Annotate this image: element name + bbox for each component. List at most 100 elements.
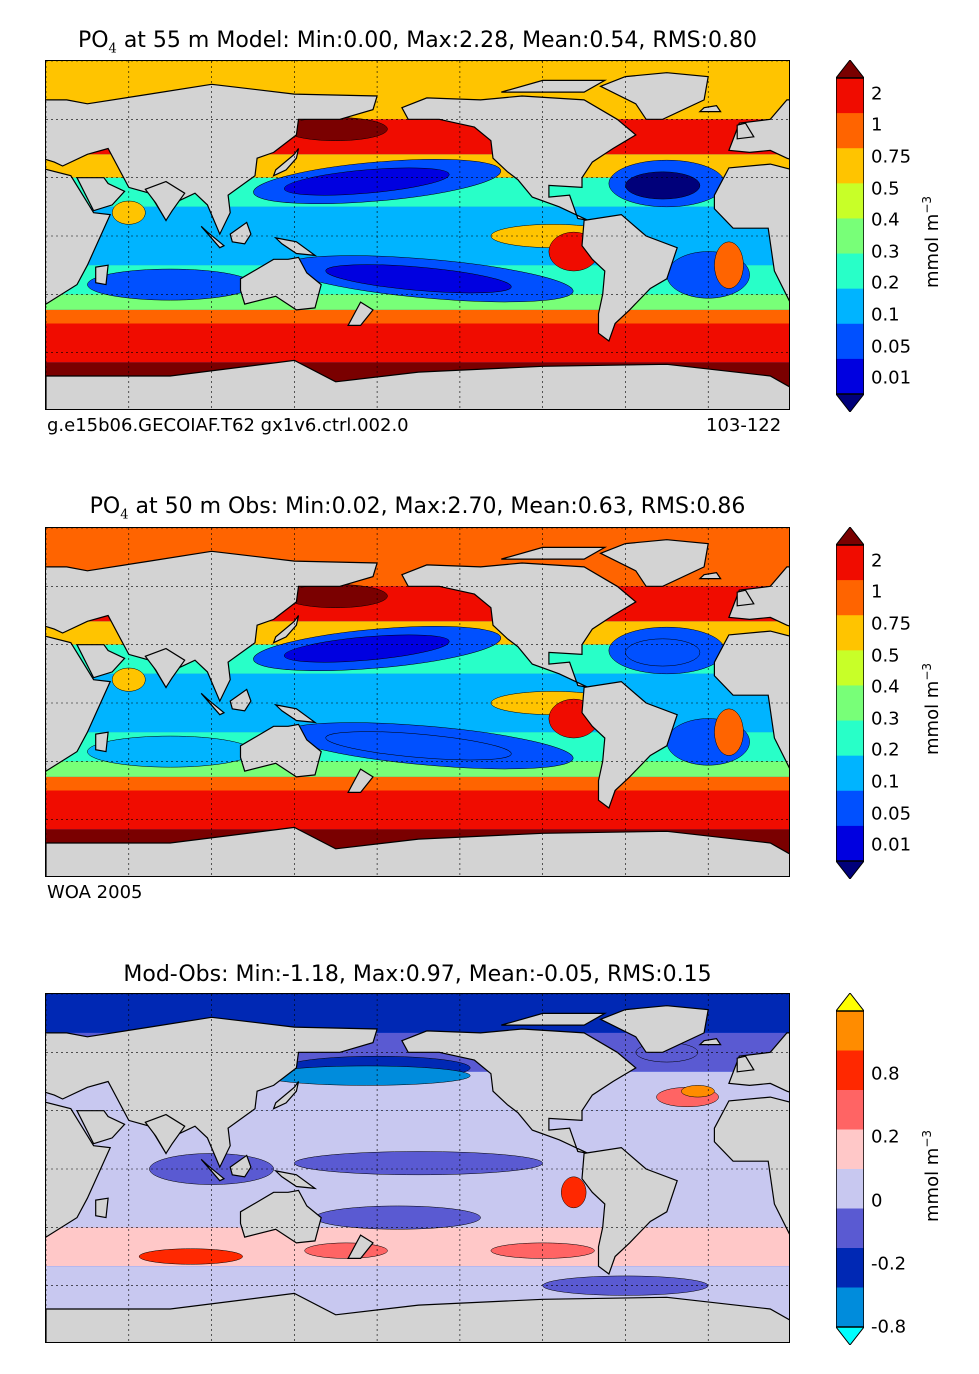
- colorbar-tick-label: 0: [871, 1190, 883, 1212]
- colorbar-segment: [836, 183, 864, 219]
- colorbar-extend-bottom: [836, 393, 864, 412]
- difference-map: [45, 993, 790, 1343]
- colorbar-segment: [836, 1050, 864, 1091]
- colorbar-segment: [836, 825, 864, 862]
- land-india: [144, 180, 186, 222]
- obs-po4-map: [45, 527, 790, 877]
- land-samerica: [581, 680, 678, 809]
- land-samerica: [581, 213, 678, 342]
- colorbar-tick-label: 0.01: [871, 834, 912, 856]
- colorbar-segment: [836, 288, 864, 325]
- land-borneo: [229, 1154, 252, 1178]
- colorbar-tick-label: 0.4: [871, 209, 900, 231]
- colorbar-extend-top: [836, 527, 864, 546]
- colorbar-tick-label: 0.3: [871, 708, 900, 730]
- colorbar-tick-label: 0.01: [871, 367, 912, 389]
- land-eurasia: [728, 566, 789, 627]
- colorbar-tick-label: -0.8: [871, 1316, 907, 1338]
- colorbar-segment: [836, 1208, 864, 1249]
- land-sumatra: [200, 692, 226, 716]
- colorbar-segment: [836, 790, 864, 827]
- land-madagascar: [95, 1197, 109, 1219]
- colorbar-tick-label: 0.1: [871, 771, 900, 793]
- land-iceland: [698, 572, 722, 580]
- colorbar-segment: [836, 755, 864, 792]
- colorbar-segment: [836, 1287, 864, 1328]
- land-eurasia: [728, 99, 789, 160]
- colorbar-tick-label: 0.2: [871, 739, 900, 761]
- land-africa: [46, 635, 112, 772]
- panel-2-colorbar-unit: mmol m−3: [920, 662, 943, 755]
- land-india: [144, 647, 186, 689]
- land-borneo: [229, 221, 252, 245]
- panel-3-title: Mod-Obs: Min:-1.18, Max:0.97, Mean:-0.05…: [123, 962, 712, 987]
- colorbar-tick-label: 0.5: [871, 645, 900, 667]
- colorbar-segment: [836, 1248, 864, 1288]
- model-po4-map: [45, 60, 790, 410]
- colorbar-segment: [836, 218, 864, 255]
- land-borneo: [229, 688, 252, 712]
- land-uk: [736, 1055, 755, 1073]
- land-africa: [46, 1101, 112, 1238]
- colorbar-tick-label: 0.1: [871, 304, 900, 326]
- colorbar-tick-label: 0.4: [871, 676, 900, 698]
- land-india: [144, 1113, 186, 1155]
- land-japan: [272, 148, 300, 177]
- colorbar-tick-label: 1: [871, 114, 883, 136]
- land-arabia: [76, 1110, 126, 1145]
- land-arabia: [76, 644, 126, 679]
- land-africa: [713, 163, 789, 302]
- colorbar-tick-label: 0.05: [871, 803, 912, 825]
- colorbar-segment: [836, 148, 864, 184]
- land-namerica: [401, 95, 637, 221]
- land-australia: [239, 723, 322, 778]
- land-samerica: [581, 1146, 678, 1275]
- colorbar-segment: [836, 1169, 864, 1209]
- land-arctic_is: [501, 546, 608, 560]
- land-antarctica: [46, 359, 789, 409]
- colorbar-extend-bottom: [836, 1326, 864, 1345]
- land-arabia: [76, 177, 126, 212]
- land-uk: [736, 589, 755, 607]
- colorbar-segment: [836, 358, 864, 395]
- colorbar-tick-label: 0.3: [871, 241, 900, 263]
- colorbar-tick-label: 2: [871, 550, 883, 572]
- land-nz: [347, 768, 374, 793]
- land-namerica: [401, 1028, 637, 1154]
- colorbar-tick-label: 2: [871, 83, 883, 105]
- land-uk: [736, 122, 755, 140]
- land-iceland: [698, 1038, 722, 1046]
- colorbar-segment: [836, 1090, 864, 1130]
- colorbar-segment: [836, 615, 864, 651]
- colorbar-tick-label: 0.8: [871, 1063, 900, 1085]
- land-arctic_is: [501, 79, 608, 93]
- panel-1-colorbar: [836, 60, 864, 412]
- land-sumatra: [200, 225, 226, 249]
- colorbar-extend-bottom: [836, 860, 864, 879]
- colorbar-tick-label: 0.75: [871, 146, 912, 168]
- colorbar-extend-top: [836, 993, 864, 1012]
- land-antarctica: [46, 826, 789, 876]
- land-nz: [347, 1234, 374, 1259]
- land-antarctica: [46, 1292, 789, 1342]
- land-newguinea: [273, 703, 318, 724]
- land-nz: [347, 301, 374, 326]
- land-africa: [713, 1096, 789, 1235]
- colorbar-segment: [836, 323, 864, 360]
- land-namerica: [401, 562, 637, 688]
- colorbar-segment: [836, 580, 864, 616]
- panel-3-colorbar-unit: mmol m−3: [920, 1129, 943, 1222]
- land-greenland: [599, 72, 709, 120]
- panel-3-colorbar: [836, 993, 864, 1345]
- colorbar-segment: [836, 650, 864, 686]
- land-newguinea: [273, 236, 318, 257]
- land-japan: [272, 1081, 300, 1110]
- colorbar-segment: [836, 685, 864, 722]
- land-greenland: [599, 539, 709, 587]
- colorbar-segment: [836, 720, 864, 757]
- land-greenland: [599, 1005, 709, 1053]
- land-australia: [239, 256, 322, 311]
- panel-1-title: PO4 at 55 m Model: Min:0.00, Max:2.28, M…: [77, 28, 758, 57]
- land-newguinea: [273, 1169, 318, 1190]
- colorbar-extend-top: [836, 60, 864, 79]
